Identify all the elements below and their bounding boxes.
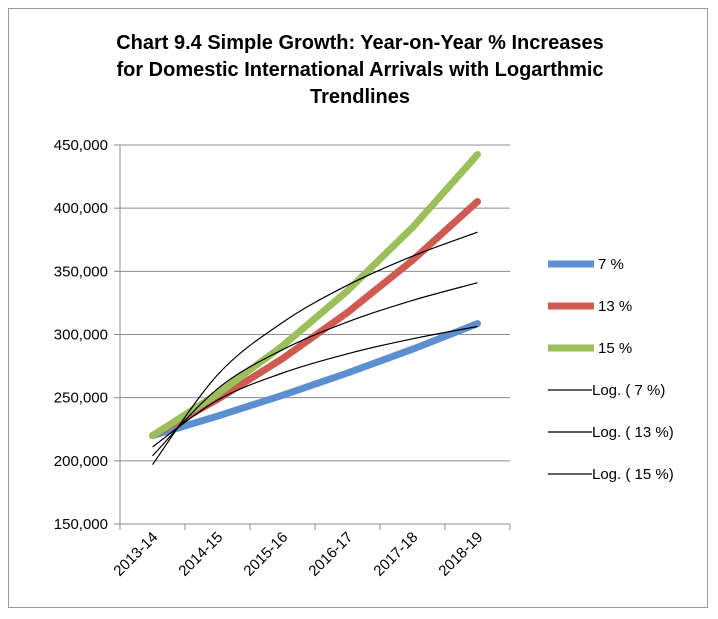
legend-label: 15 % — [598, 340, 632, 357]
y-tick-label: 250,000 — [54, 390, 108, 407]
y-tick-label: 300,000 — [54, 327, 108, 344]
x-axis-ticks: 2013-14 2014-15 2015-16 2016-17 2017-18 2018-… — [110, 529, 486, 580]
chart-title-line-2: for Domestic International Arrivals with… — [116, 59, 604, 81]
trendline-1 — [152, 325, 478, 448]
series-line-3 — [149, 151, 481, 440]
x-tick-label: 2015-16 — [240, 529, 291, 580]
y-tick-label: 150,000 — [54, 516, 108, 533]
legend-label: Log. ( 13 %) — [592, 424, 674, 441]
legend-label: 13 % — [598, 298, 632, 315]
x-tick-label: 2013-14 — [110, 529, 161, 580]
y-tick-label: 350,000 — [54, 263, 108, 280]
trendlines — [152, 231, 478, 465]
chart-title-line-3: Trendlines — [309, 86, 411, 108]
x-tick-label: 2016-17 — [305, 529, 356, 580]
x-tick-label: 2018-19 — [435, 529, 486, 580]
series-lines — [149, 151, 481, 440]
x-axis — [119, 145, 511, 530]
y-tick-label: 450,000 — [54, 137, 108, 154]
legend-label: Log. ( 7 %) — [592, 382, 665, 399]
x-tick-label: 2017-18 — [370, 529, 421, 580]
y-tick-label: 200,000 — [54, 453, 108, 470]
y-tick-label: 400,000 — [54, 200, 108, 217]
legend-label: 7 % — [598, 256, 624, 273]
x-tick-label: 2014-15 — [175, 529, 226, 580]
series-line-1 — [149, 320, 481, 440]
legend: 7 % 13 % 15 % Log. ( 7 %) Log. ( 13 %) Log. (… — [548, 256, 674, 483]
legend-label: Log. ( 15 %) — [592, 466, 674, 483]
chart-title-line-1: Chart 9.4 Simple Growth: Year-on-Year % … — [116, 32, 604, 54]
series-line-2 — [149, 198, 481, 440]
trendline-2 — [152, 282, 478, 457]
y-axis-ticks: 150,000 200,000 250,000 300,000 350,000 400,0… — [54, 137, 120, 533]
trendline-3 — [152, 231, 478, 465]
chart-title: Chart 9.4 Simple Growth: Year-on-Year % … — [60, 30, 660, 111]
